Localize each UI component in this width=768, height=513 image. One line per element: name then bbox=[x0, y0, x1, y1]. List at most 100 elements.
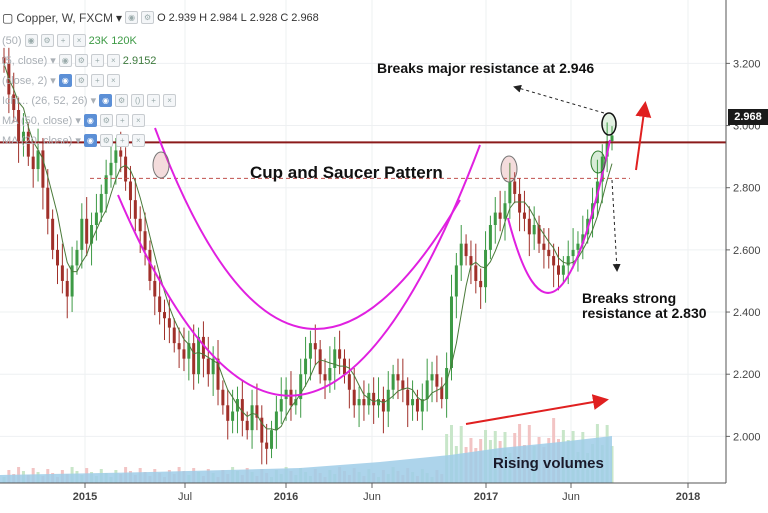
eye-icon[interactable]: ◉ bbox=[83, 134, 97, 147]
circle-marker bbox=[152, 151, 170, 179]
candle-body bbox=[333, 349, 337, 368]
close-icon[interactable]: × bbox=[163, 94, 177, 107]
gear-icon[interactable]: ⚙ bbox=[115, 94, 129, 107]
dropdown-icon[interactable]: ▾ bbox=[75, 135, 81, 147]
gear-icon[interactable]: ⚙ bbox=[74, 74, 88, 87]
candle-body bbox=[415, 399, 419, 412]
candles bbox=[2, 47, 614, 465]
eye-icon[interactable]: ◉ bbox=[58, 54, 72, 67]
x-tick-label: 2015 bbox=[73, 491, 97, 503]
candle-body bbox=[182, 349, 186, 359]
candle-body bbox=[396, 374, 400, 381]
dropdown-icon[interactable]: ▾ bbox=[116, 10, 123, 25]
ohlc-open: 2.939 bbox=[168, 11, 197, 24]
x-tick-label: 2016 bbox=[274, 491, 298, 503]
candle-body bbox=[425, 380, 429, 400]
candle-body bbox=[508, 181, 512, 204]
candle-body bbox=[338, 349, 342, 359]
y-tick-label: 2.000 bbox=[733, 431, 761, 443]
close-icon[interactable]: × bbox=[106, 54, 120, 67]
indicator-row-ma5[interactable]: (5, close) ▾ ◉ ⚙ + × 2.9152 bbox=[2, 53, 156, 68]
indicator-row-close[interactable]: (close, 2) ▾ ◉ ⚙ + × bbox=[2, 73, 120, 88]
close-icon[interactable]: × bbox=[131, 134, 145, 147]
candle-body bbox=[484, 249, 488, 288]
candle-body bbox=[503, 203, 507, 219]
candle-body bbox=[469, 256, 473, 266]
annotation-rising-volumes: Rising volumes bbox=[493, 455, 604, 472]
eye-icon[interactable]: ◉ bbox=[83, 114, 97, 127]
candle-body bbox=[542, 243, 546, 250]
candle-body bbox=[80, 218, 84, 250]
candle-body bbox=[187, 343, 191, 359]
plus-icon[interactable]: + bbox=[115, 114, 129, 127]
candle-body bbox=[31, 156, 35, 170]
gear-icon[interactable]: ⚙ bbox=[40, 34, 54, 47]
candle-body bbox=[2, 57, 6, 64]
plus-icon[interactable]: + bbox=[56, 34, 70, 47]
ohlc-open-label: O bbox=[157, 11, 166, 24]
plus-icon[interactable]: + bbox=[147, 94, 161, 107]
annotation-breaks-strong-line2: resistance at 2.830 bbox=[582, 305, 707, 321]
plus-icon[interactable]: + bbox=[115, 134, 129, 147]
candle-body bbox=[493, 212, 497, 226]
candle-body bbox=[600, 156, 604, 182]
candle-body bbox=[75, 249, 79, 266]
dropdown-icon[interactable]: ▾ bbox=[90, 95, 97, 107]
candle-body bbox=[323, 374, 327, 381]
dashed-arrow bbox=[513, 84, 605, 114]
gear-icon[interactable]: ⚙ bbox=[99, 134, 113, 147]
candle-body bbox=[114, 150, 118, 163]
y-tick-label: 2.800 bbox=[733, 183, 761, 195]
dropdown-icon[interactable]: ▾ bbox=[50, 75, 56, 87]
eye-icon[interactable]: ◉ bbox=[58, 74, 72, 87]
dropdown-icon[interactable]: ▾ bbox=[50, 55, 56, 67]
candle-body bbox=[571, 249, 575, 257]
candle-body bbox=[464, 243, 468, 257]
candle-body bbox=[386, 389, 390, 412]
gear-icon[interactable]: ⚙ bbox=[74, 54, 88, 67]
eye-icon[interactable]: ◉ bbox=[24, 34, 38, 47]
candle-body bbox=[440, 386, 444, 400]
indicator-row-ma20[interactable]: MA (20, close) ▾ ◉ ⚙ + × bbox=[2, 133, 145, 148]
candle-body bbox=[177, 343, 181, 350]
collapse-icon[interactable]: ▢ bbox=[2, 10, 14, 25]
plus-icon[interactable]: + bbox=[90, 74, 104, 87]
candle-body bbox=[17, 110, 21, 142]
annotation-breaks-major: Breaks major resistance at 2.946 bbox=[377, 60, 595, 76]
ohlc-low-label: L bbox=[240, 11, 247, 24]
candle-body bbox=[445, 367, 449, 400]
candle-body bbox=[36, 150, 40, 170]
indicator-row-volume[interactable]: (50) ◉ ⚙ + × 23K 120K bbox=[2, 33, 137, 48]
indicator-row-ichimoku[interactable]: Ichi... (26, 52, 26) ▾ ◉ ⚙ () + × bbox=[2, 93, 177, 108]
symbol-title[interactable]: Copper, W, FXCM bbox=[16, 10, 114, 25]
plus-icon[interactable]: + bbox=[90, 54, 104, 67]
candle-body bbox=[372, 392, 376, 406]
close-icon[interactable]: × bbox=[131, 114, 145, 127]
candle-body bbox=[163, 312, 167, 319]
overlays bbox=[0, 84, 726, 425]
eye-icon[interactable]: ◉ bbox=[99, 94, 113, 107]
candle-body bbox=[556, 265, 560, 275]
candle-body bbox=[401, 380, 405, 390]
candle-body bbox=[284, 389, 288, 400]
dropdown-icon[interactable]: ▾ bbox=[75, 115, 81, 127]
close-icon[interactable]: × bbox=[106, 74, 120, 87]
gear-icon[interactable]: ⚙ bbox=[99, 114, 113, 127]
indicator-label: Ichi... (26, 52, 26) bbox=[2, 94, 88, 107]
candle-body bbox=[99, 193, 103, 213]
ohlc-high-label: H bbox=[199, 11, 208, 24]
indicator-row-ma50[interactable]: MA (50, close) ▾ ◉ ⚙ + × bbox=[2, 113, 145, 128]
candle-body bbox=[153, 280, 157, 297]
candle-body bbox=[26, 131, 30, 157]
gear-icon[interactable]: ⚙ bbox=[141, 11, 155, 24]
candle-body bbox=[474, 265, 478, 281]
candle-body bbox=[70, 265, 74, 297]
brackets-icon[interactable]: () bbox=[131, 94, 145, 107]
candle-body bbox=[547, 249, 551, 257]
candle-body bbox=[206, 358, 210, 375]
candle-body bbox=[488, 225, 492, 250]
eye-icon[interactable]: ◉ bbox=[125, 11, 139, 24]
close-icon[interactable]: × bbox=[72, 34, 86, 47]
candle-body bbox=[51, 218, 55, 250]
